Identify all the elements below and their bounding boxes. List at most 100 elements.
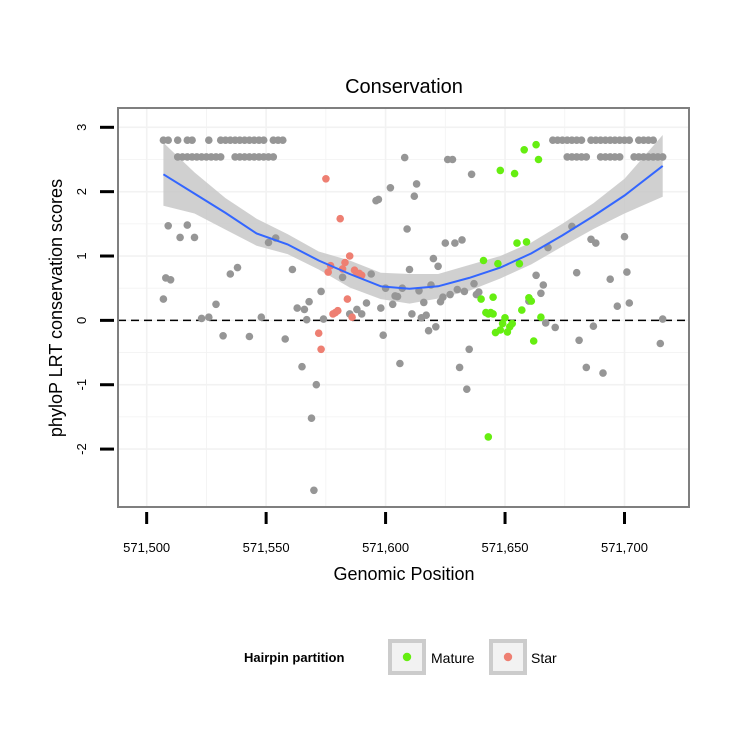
data-point-other-100 xyxy=(310,486,318,495)
data-point-other-143 xyxy=(453,285,462,294)
y-tick-label-2: 0 xyxy=(74,317,89,324)
y-tick-label-5: 3 xyxy=(74,124,89,131)
chart-title: Conservation xyxy=(345,76,463,98)
data-point-other-138 xyxy=(441,239,450,247)
data-point-star-2 xyxy=(322,175,330,183)
x-tick-label-2: 571,600 xyxy=(362,540,409,555)
data-point-other-116 xyxy=(388,300,397,309)
legend-entry-mature: Mature xyxy=(388,639,475,675)
data-point-other-131 xyxy=(424,326,433,335)
data-point-other-93 xyxy=(288,265,297,274)
data-point-other-87 xyxy=(233,263,242,272)
data-point-other-142 xyxy=(451,239,459,247)
data-point-other-124 xyxy=(408,310,416,318)
data-point-other-89 xyxy=(257,313,266,322)
data-point-other-145 xyxy=(458,236,466,244)
data-point-mature-4 xyxy=(484,433,493,441)
data-point-other-121 xyxy=(400,153,409,162)
legend-marker-star xyxy=(503,652,513,662)
x-axis-title: Genomic Position xyxy=(333,564,474,584)
data-point-other-140 xyxy=(446,290,454,299)
data-point-mature-16 xyxy=(508,319,516,328)
data-point-other-92 xyxy=(281,335,290,343)
data-point-other-165 xyxy=(589,322,598,331)
data-point-mature-10 xyxy=(496,166,505,175)
x-tick-label-4: 571,700 xyxy=(601,540,648,555)
data-point-other-157 xyxy=(541,319,550,327)
data-point-other-170 xyxy=(620,232,629,241)
panel-border xyxy=(117,107,690,508)
data-point-other-90 xyxy=(264,238,273,247)
data-point-other-77 xyxy=(164,222,172,230)
data-point-other-44 xyxy=(577,136,586,144)
data-point-other-135 xyxy=(434,262,442,271)
data-point-other-166 xyxy=(592,239,600,247)
legend-entry-star: Star xyxy=(489,639,557,675)
smooth-line-group xyxy=(162,165,664,290)
data-point-mature-13 xyxy=(501,314,509,322)
data-point-mature-28 xyxy=(537,313,545,322)
data-point-other-134 xyxy=(432,323,440,331)
data-point-other-2 xyxy=(173,136,182,144)
data-point-other-79 xyxy=(176,233,184,242)
data-point-other-154 xyxy=(532,271,540,280)
data-point-other-123 xyxy=(405,265,414,274)
data-point-star-13 xyxy=(348,313,356,322)
data-point-other-144 xyxy=(455,363,464,372)
data-point-star-8 xyxy=(336,214,345,223)
data-point-other-15 xyxy=(259,136,268,144)
data-point-other-102 xyxy=(317,287,325,296)
data-point-other-99 xyxy=(307,414,316,423)
data-point-other-18 xyxy=(279,136,287,144)
data-point-other-172 xyxy=(625,299,634,307)
data-point-mature-12 xyxy=(498,319,507,328)
data-points xyxy=(159,136,667,495)
data-point-other-169 xyxy=(613,302,622,311)
series-other xyxy=(159,136,667,495)
data-point-other-80 xyxy=(183,221,192,229)
y-axis: -2 -1 0 1 2 3 xyxy=(74,124,114,455)
data-point-other-75 xyxy=(159,295,168,303)
data-point-other-168 xyxy=(606,275,614,284)
data-point-other-111 xyxy=(374,195,383,204)
y-tick-label-1: -1 xyxy=(74,379,89,391)
data-point-other-159 xyxy=(551,323,559,332)
data-point-other-62 xyxy=(582,153,591,161)
data-point-other-118 xyxy=(393,292,402,301)
data-point-other-103 xyxy=(319,315,328,323)
data-point-other-126 xyxy=(412,180,421,188)
data-point-other-74 xyxy=(658,153,667,161)
legend: Hairpin partition Mature Star xyxy=(244,639,557,675)
series-mature xyxy=(477,140,545,441)
data-point-mature-17 xyxy=(510,169,519,178)
data-point-other-78 xyxy=(166,276,175,284)
data-point-mature-20 xyxy=(518,306,526,314)
data-point-other-115 xyxy=(386,184,395,192)
data-point-mature-9 xyxy=(494,259,502,268)
data-point-mature-18 xyxy=(513,239,521,247)
data-point-other-97 xyxy=(302,315,311,324)
legend-title: Hairpin partition xyxy=(244,650,344,665)
data-point-other-125 xyxy=(410,192,419,200)
data-point-mature-27 xyxy=(534,155,543,164)
data-point-other-96 xyxy=(300,305,309,314)
data-point-star-12 xyxy=(345,252,354,260)
data-point-other-104 xyxy=(338,273,347,282)
x-tick-label-0: 571,500 xyxy=(123,540,170,555)
data-point-other-84 xyxy=(212,300,220,309)
legend-label-mature: Mature xyxy=(431,650,475,666)
data-point-other-37 xyxy=(269,153,278,161)
data-point-other-119 xyxy=(396,359,404,368)
data-point-mature-21 xyxy=(520,146,528,154)
data-point-other-108 xyxy=(362,299,371,307)
data-point-other-133 xyxy=(429,254,438,263)
data-point-other-173 xyxy=(656,339,665,348)
data-point-other-146 xyxy=(460,287,469,296)
data-point-mature-6 xyxy=(489,310,497,318)
data-point-other-171 xyxy=(623,268,631,276)
data-point-mature-11 xyxy=(496,326,505,334)
data-point-other-106 xyxy=(353,305,361,314)
data-point-other-81 xyxy=(190,233,199,242)
y-tick-label-0: -2 xyxy=(74,443,89,455)
